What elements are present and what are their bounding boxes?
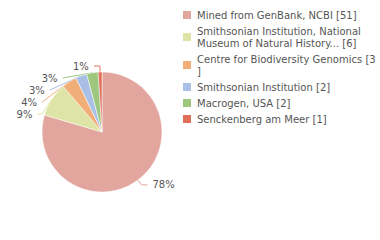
svg-text:9%: 9% xyxy=(17,109,33,120)
svg-text:Smithsonian Institution [2]: Smithsonian Institution [2] xyxy=(197,82,330,93)
svg-text:Smithsonian Institution, Natio: Smithsonian Institution, National xyxy=(197,26,364,37)
svg-text:]: ] xyxy=(197,66,201,77)
svg-text:4%: 4% xyxy=(21,97,37,108)
svg-text:78%: 78% xyxy=(152,179,174,190)
svg-text:Mined from GenBank, NCBI [51]: Mined from GenBank, NCBI [51] xyxy=(197,10,357,21)
svg-text:Senckenberg am Meer [1]: Senckenberg am Meer [1] xyxy=(197,114,327,125)
svg-text:3%: 3% xyxy=(29,85,45,96)
svg-text:Macrogen, USA [2]: Macrogen, USA [2] xyxy=(197,98,291,109)
svg-text:Museum of Natural History... [: Museum of Natural History... [6] xyxy=(197,38,357,49)
svg-text:3%: 3% xyxy=(42,73,58,84)
svg-text:1%: 1% xyxy=(73,61,89,72)
svg-text:Centre for Biodiversity Genomi: Centre for Biodiversity Genomics [3 xyxy=(197,54,376,65)
